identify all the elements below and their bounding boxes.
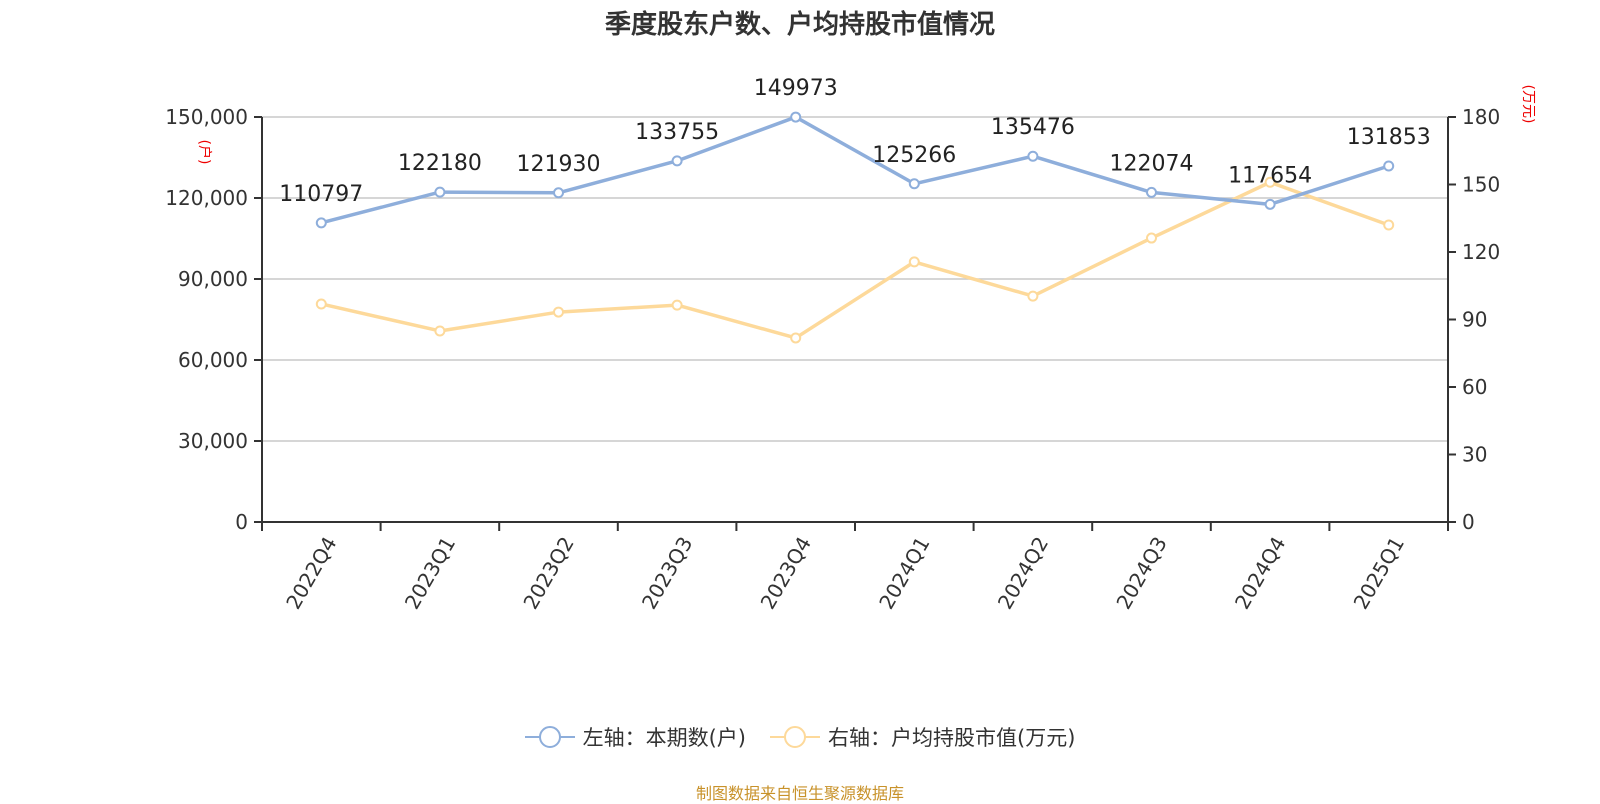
data-point[interactable] xyxy=(1027,150,1039,162)
data-point[interactable] xyxy=(1264,176,1276,188)
x-axis-tick-label: 2024Q4 xyxy=(1230,533,1290,614)
data-point[interactable] xyxy=(908,256,920,268)
legend-line-circle-icon xyxy=(770,726,820,748)
chart-title: 季度股东户数、户均持股市值情况 xyxy=(604,10,995,40)
data-point[interactable] xyxy=(790,332,802,344)
data-point[interactable] xyxy=(790,111,802,123)
legend-label: 左轴：本期数(户) xyxy=(582,726,746,750)
data-point[interactable] xyxy=(671,299,683,311)
right-axis-tick-label: 0 xyxy=(1462,510,1475,534)
right-axis-tick-label: 90 xyxy=(1462,308,1487,332)
data-point[interactable] xyxy=(1146,232,1157,244)
data-point[interactable] xyxy=(434,325,446,337)
left-axis-tick-label: 150,000 xyxy=(165,105,248,129)
left-axis-unit-label: (户) xyxy=(196,140,213,165)
data-label: 110797 xyxy=(279,182,363,207)
left-axis-tick-label: 0 xyxy=(235,510,248,534)
data-point[interactable] xyxy=(1383,219,1395,231)
data-point[interactable] xyxy=(671,155,683,167)
legend-line-circle-icon xyxy=(524,726,575,748)
legend: 左轴：本期数(户) 右轴：户均持股市值(万元) xyxy=(0,722,1600,752)
x-axis-tick-label: 2023Q2 xyxy=(518,533,578,614)
data-label: 122180 xyxy=(398,151,482,176)
right-axis-tick-label: 180 xyxy=(1462,105,1500,129)
right-axis-unit-label: (万元) xyxy=(1520,85,1536,124)
data-label: 133755 xyxy=(635,120,719,145)
legend-item-left-axis[interactable]: 左轴：本期数(户) xyxy=(524,722,746,752)
right-axis-tick-label: 150 xyxy=(1462,173,1500,197)
x-axis-tick-label: 2024Q2 xyxy=(993,533,1053,614)
data-label: 131853 xyxy=(1347,125,1431,150)
series-line xyxy=(320,180,1390,340)
left-axis-tick-label: 120,000 xyxy=(165,186,248,210)
data-point[interactable] xyxy=(553,306,564,318)
data-point[interactable] xyxy=(553,187,564,199)
left-axis-tick-label: 90,000 xyxy=(178,267,248,291)
data-point[interactable] xyxy=(315,217,327,229)
right-axis-tick-label: 120 xyxy=(1462,240,1500,264)
data-point[interactable] xyxy=(315,298,327,310)
x-axis-tick-label: 2023Q3 xyxy=(637,533,697,614)
right-axis-tick-label: 30 xyxy=(1462,443,1487,467)
legend-label: 右轴：户均持股市值(万元) xyxy=(828,726,1076,750)
right-axis-tick-label: 60 xyxy=(1462,375,1487,399)
data-point[interactable] xyxy=(1146,186,1157,198)
grid-lines xyxy=(262,116,1448,442)
x-axis-tick-label: 2024Q3 xyxy=(1111,533,1171,614)
line-chart: 0 30,000 60,000 90,000 120,000 150,000 0 30 60 90… xyxy=(165,76,1536,614)
x-axis-tick-label: 2023Q1 xyxy=(400,533,460,614)
axes: 0 30,000 60,000 90,000 120,000 150,000 0 30 60 90… xyxy=(165,85,1536,614)
data-source-note: 制图数据来自恒生聚源数据库 xyxy=(695,784,904,803)
series-line xyxy=(320,115,1390,225)
x-axis-tick-label: 2022Q4 xyxy=(281,533,341,614)
data-label: 117654 xyxy=(1228,163,1312,188)
data-labels: 110797 122180 121930 133755 149973 125266 1354… xyxy=(279,76,1430,207)
data-point[interactable] xyxy=(1027,290,1039,302)
left-axis-tick-label: 60,000 xyxy=(178,348,248,372)
data-point[interactable] xyxy=(1383,160,1395,172)
data-point[interactable] xyxy=(434,186,446,198)
data-label: 135476 xyxy=(991,115,1075,140)
data-point[interactable] xyxy=(908,178,920,190)
x-axis-tick-label: 2023Q4 xyxy=(756,533,816,614)
data-label: 149973 xyxy=(754,76,838,101)
data-label: 122074 xyxy=(1110,151,1194,176)
data-label: 121930 xyxy=(517,152,601,177)
x-axis-tick-label: 2025Q1 xyxy=(1349,533,1409,614)
data-point[interactable] xyxy=(1264,198,1276,210)
left-axis-tick-label: 30,000 xyxy=(178,429,248,453)
legend-item-right-axis[interactable]: 右轴：户均持股市值(万元) xyxy=(770,722,1075,752)
data-label: 125266 xyxy=(872,143,956,168)
x-axis-tick-label: 2024Q1 xyxy=(874,533,934,614)
series-lines xyxy=(315,111,1395,344)
